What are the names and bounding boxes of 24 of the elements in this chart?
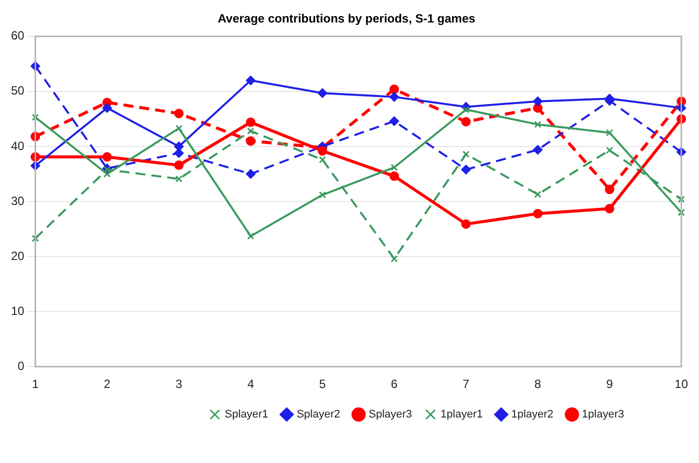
y-tick-label: 40 xyxy=(10,138,25,153)
legend-label: 1player2 xyxy=(511,408,554,421)
x-tick-label: 10 xyxy=(674,377,688,392)
x-tick-label: 5 xyxy=(319,377,326,392)
y-tick-label: 50 xyxy=(10,84,25,98)
y-tick-label: 30 xyxy=(10,194,25,208)
chart-title: Average contributions by periods, S-1 games xyxy=(218,12,476,26)
x-tick-label: 7 xyxy=(462,377,470,392)
y-tick-label: 60 xyxy=(10,28,25,43)
x-tick-label: 1 xyxy=(32,377,40,392)
y-tick-label: 10 xyxy=(10,304,25,318)
x-tick-label: 2 xyxy=(104,377,111,392)
x-tick-label: 9 xyxy=(606,377,614,392)
x-tick-label: 6 xyxy=(390,377,398,392)
x-tick-label: 8 xyxy=(534,377,542,392)
legend-label: Splayer1 xyxy=(224,408,268,421)
legend-label: Splayer2 xyxy=(296,408,340,421)
legend-label: 1player1 xyxy=(440,408,483,421)
x-tick-label: 3 xyxy=(176,377,183,392)
legend-label: Splayer3 xyxy=(368,408,412,421)
x-tick-label: 4 xyxy=(247,377,254,392)
y-tick-label: 0 xyxy=(18,358,25,373)
legend-label: 1player3 xyxy=(582,408,624,421)
y-tick-label: 20 xyxy=(10,248,25,263)
